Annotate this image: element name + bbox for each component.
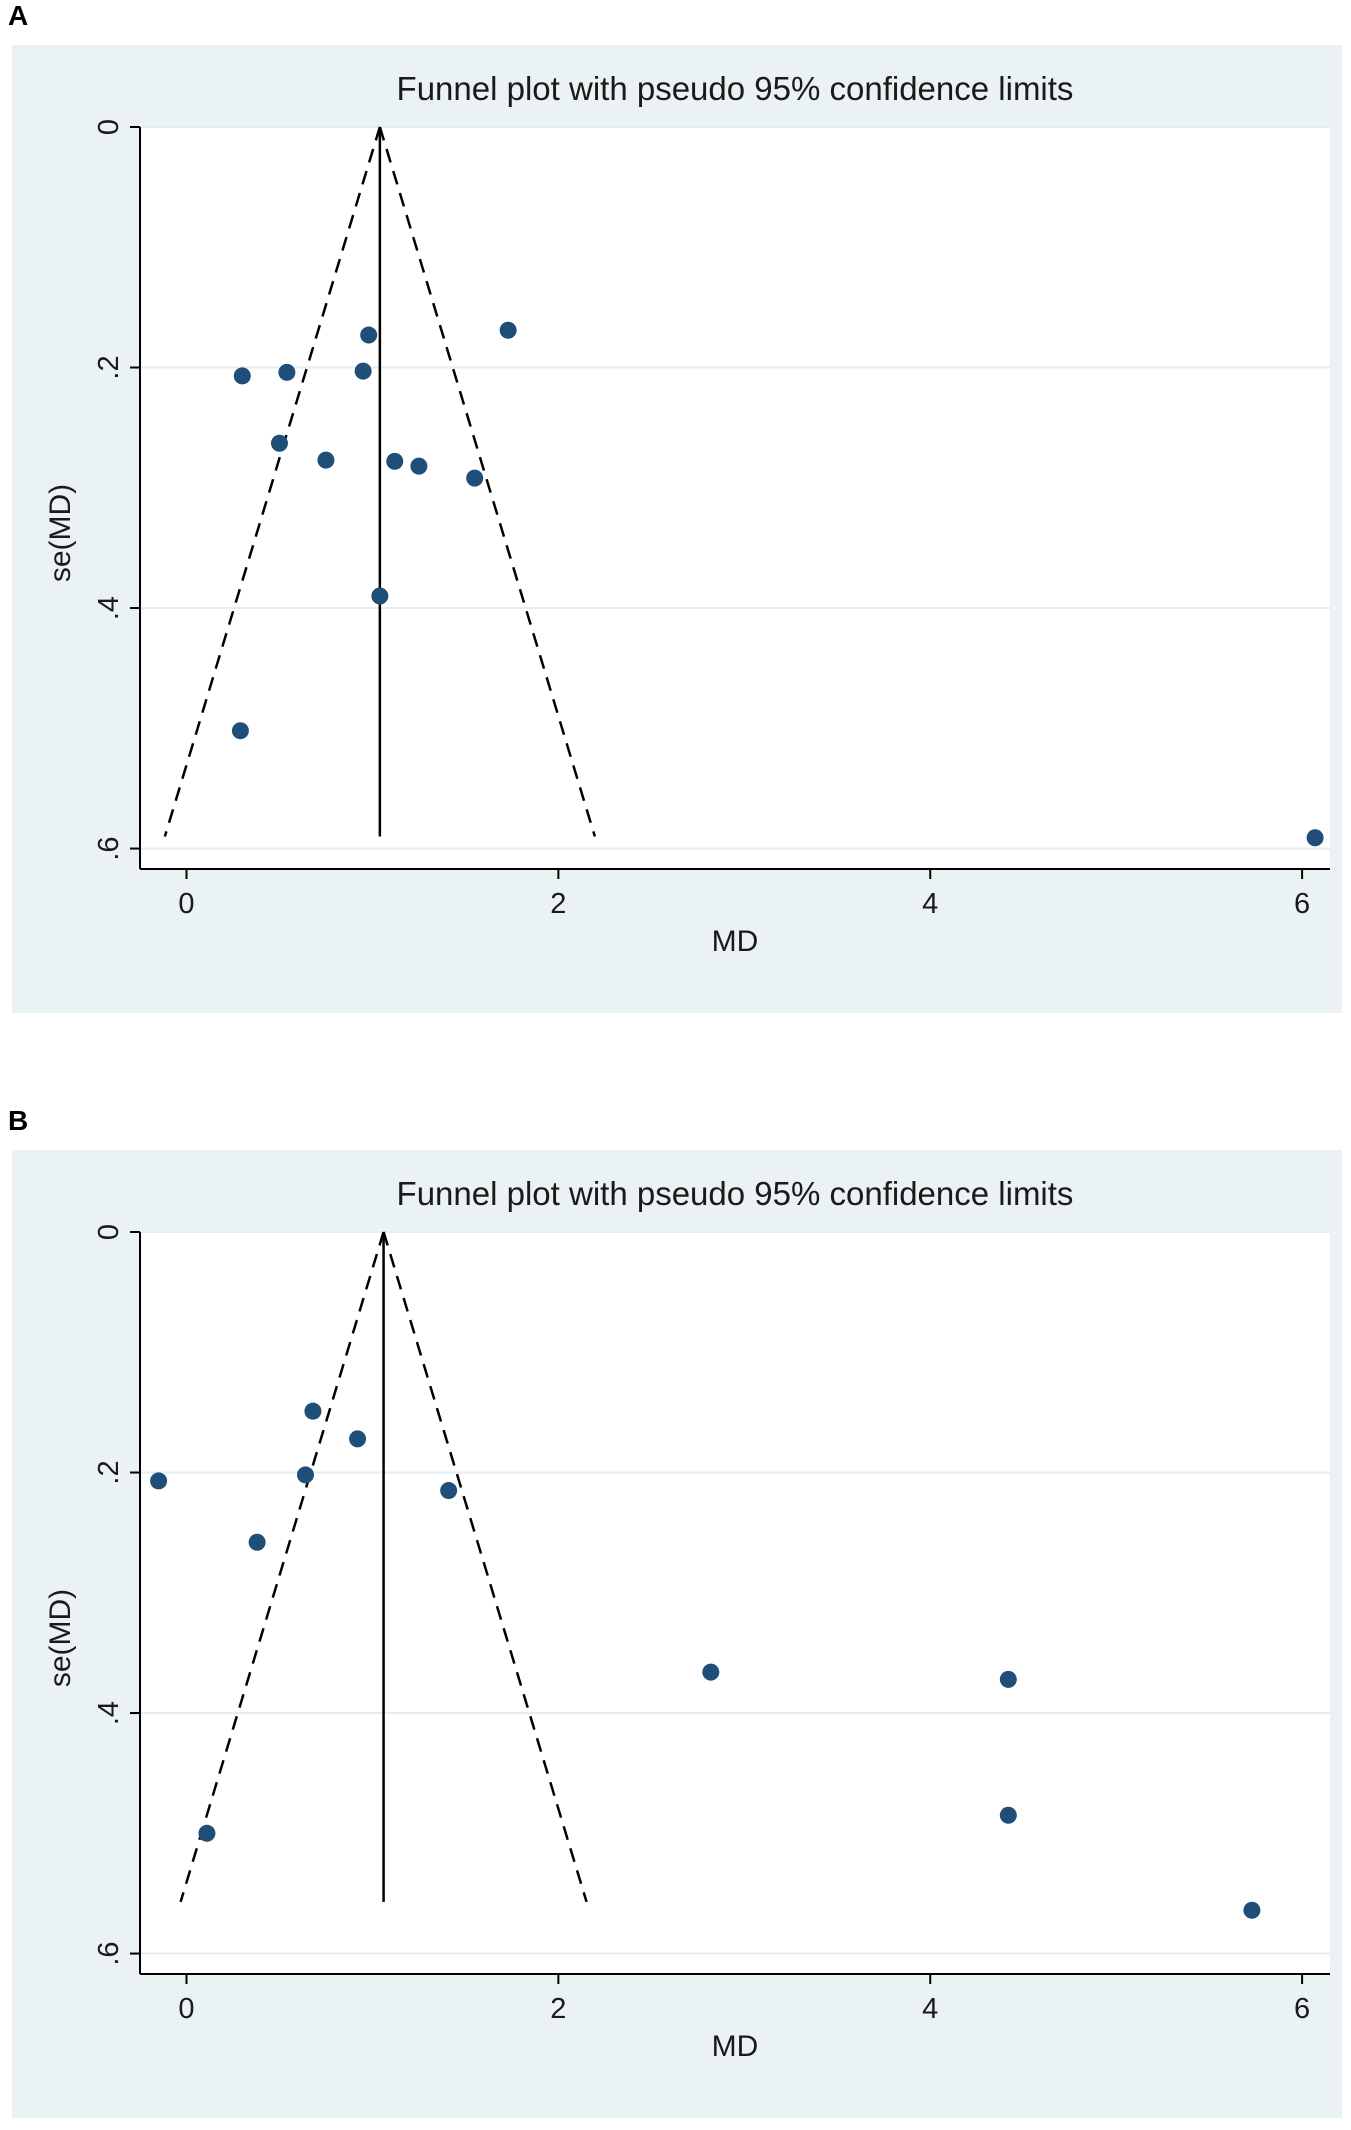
panel-letter-a: A — [8, 0, 29, 31]
funnel-plot-a: Funnel plot with pseudo 95% confidence l… — [44, 70, 1330, 958]
x-tick-label: 2 — [550, 1993, 566, 2025]
y-tick-label: 0 — [93, 1224, 125, 1240]
y-tick-label: 0 — [93, 119, 125, 135]
x-tick-label: 4 — [922, 888, 938, 920]
funnel-plot-b: Funnel plot with pseudo 95% confidence l… — [44, 1175, 1330, 2063]
data-point — [1243, 1901, 1261, 1919]
data-point — [304, 1402, 322, 1420]
x-tick-label: 4 — [922, 1993, 938, 2025]
data-point — [270, 434, 288, 452]
x-tick-label: 6 — [1294, 888, 1310, 920]
y-tick-label: .4 — [93, 596, 125, 620]
data-point — [231, 722, 249, 740]
data-point — [198, 1824, 216, 1842]
data-point — [349, 1430, 367, 1448]
x-axis-label: MD — [712, 925, 759, 958]
chart-title: Funnel plot with pseudo 95% confidence l… — [397, 1175, 1074, 1212]
chart-title: Funnel plot with pseudo 95% confidence l… — [397, 70, 1074, 107]
confidence-limit-left — [163, 126, 382, 837]
y-tick-label: .6 — [93, 1941, 125, 1965]
data-point — [440, 1482, 458, 1500]
data-point — [702, 1663, 720, 1681]
data-point — [999, 1670, 1017, 1688]
x-tick-label: 6 — [1294, 1993, 1310, 2025]
data-point — [466, 469, 484, 487]
x-tick-label: 0 — [178, 888, 194, 920]
panel-letter-b: B — [8, 1105, 29, 1136]
chart-panel-b: Funnel plot with pseudo 95% confidence l… — [12, 1150, 1342, 2118]
data-point — [233, 367, 251, 385]
y-tick-label: .6 — [93, 836, 125, 860]
data-point — [999, 1806, 1017, 1824]
confidence-limit-right — [378, 126, 597, 837]
y-tick-label: .2 — [93, 1460, 125, 1484]
data-point — [410, 457, 428, 475]
x-axis-label: MD — [712, 2030, 759, 2063]
chart-panel-a: Funnel plot with pseudo 95% confidence l… — [12, 45, 1342, 1013]
y-axis-label: se(MD) — [44, 484, 77, 582]
confidence-limit-right — [382, 1231, 588, 1903]
data-point — [386, 452, 404, 470]
x-tick-label: 0 — [178, 1993, 194, 2025]
data-point — [278, 363, 296, 381]
y-tick-label: .4 — [93, 1701, 125, 1725]
plot-area — [140, 1232, 1330, 1974]
x-tick-label: 2 — [550, 888, 566, 920]
data-point — [296, 1466, 314, 1484]
y-tick-label: .2 — [93, 355, 125, 379]
data-point — [371, 587, 389, 605]
data-point — [360, 326, 378, 344]
data-point — [248, 1533, 266, 1551]
y-axis-label: se(MD) — [44, 1589, 77, 1687]
data-point — [354, 362, 372, 380]
data-point — [499, 321, 517, 339]
data-point — [1306, 829, 1324, 847]
data-point — [150, 1472, 168, 1490]
plot-area — [140, 127, 1330, 869]
confidence-limit-left — [179, 1231, 385, 1903]
data-point — [317, 451, 335, 469]
